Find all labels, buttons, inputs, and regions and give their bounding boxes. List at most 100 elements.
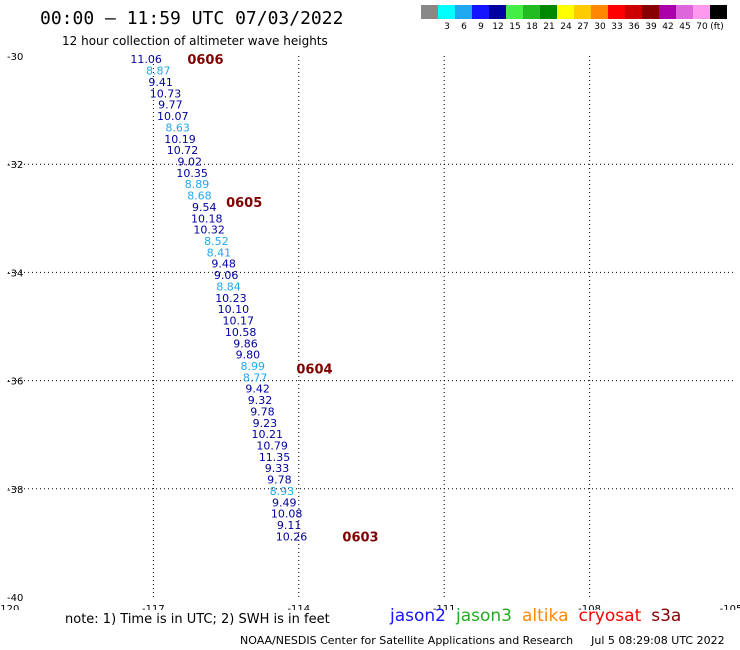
x-axis-ticks: -120 -117 -114 -111 -108 -105	[0, 604, 740, 610]
wave-height-label: 8.52	[204, 235, 229, 248]
wave-height-label: 8.77	[243, 371, 268, 384]
legend-swatch	[455, 5, 472, 19]
legend-swatch	[676, 5, 693, 19]
wave-height-label: 9.54	[192, 201, 217, 214]
wave-height-label: 9.78	[267, 474, 292, 487]
wave-height-label: 10.73	[150, 87, 182, 100]
legend-swatch	[659, 5, 676, 19]
legend-label: 12	[492, 22, 504, 32]
wave-height-label: 9.42	[245, 383, 270, 396]
wave-height-label: 10.26	[276, 530, 308, 543]
wave-height-label: 11.35	[259, 451, 291, 464]
data-labels: 11.068.879.4110.739.7710.078.6310.1910.7…	[130, 53, 307, 543]
legend-swatch	[421, 5, 438, 19]
legend-label: 36	[628, 22, 640, 32]
wave-height-label: 8.63	[165, 121, 190, 134]
x-tick-label: -120	[0, 604, 19, 610]
wave-height-label: 10.07	[157, 110, 189, 123]
legend-label: 70	[696, 22, 708, 32]
satellite-jason2: jason2	[390, 606, 446, 626]
legend-swatch	[557, 5, 574, 19]
wave-height-label: 9.33	[265, 462, 290, 475]
legend-label: 30	[594, 22, 606, 32]
x-tick-label: -105	[720, 604, 740, 610]
wave-height-label: 8.93	[270, 485, 295, 498]
wave-height-label: 9.32	[248, 394, 273, 407]
grid-lines	[8, 56, 735, 597]
time-label: 0603	[342, 530, 378, 545]
legend-label: 6	[461, 22, 467, 32]
y-axis-ticks: -30 -32 -34 -36 -38 -40	[7, 52, 23, 604]
legend-label: 42	[662, 22, 674, 32]
legend-swatch	[608, 5, 625, 19]
wave-height-label: 10.72	[167, 144, 199, 157]
satellite-s3a: s3a	[651, 606, 682, 626]
legend-swatch	[472, 5, 489, 19]
wave-height-label: 9.78	[250, 405, 275, 418]
legend-label: 45	[679, 22, 691, 32]
legend-swatch	[489, 5, 506, 19]
wave-height-label: 9.02	[178, 155, 203, 168]
legend-swatch	[438, 5, 455, 19]
wave-height-plot: -120 -117 -114 -111 -108 -105 -30 -32 -34 -36 -38…	[0, 52, 740, 610]
legend-unit-label: (ft)	[710, 22, 724, 32]
legend-swatch	[540, 5, 557, 19]
x-tick-label: -114	[287, 604, 310, 610]
wave-height-label: 9.06	[214, 269, 239, 282]
chart-title: 00:00 – 11:59 UTC 07/03/2022	[40, 8, 344, 29]
color-scale-legend: 3 6 9 12 15 18 21 24 27 30 33 36 39 42 45 70 (ft)	[421, 5, 731, 35]
legend-swatch	[693, 5, 710, 19]
wave-height-label: 8.87	[146, 65, 171, 78]
legend-swatch	[625, 5, 642, 19]
wave-height-label: 10.17	[222, 315, 254, 328]
wave-height-label: 9.11	[277, 519, 302, 532]
footer-credit: NOAA/NESDIS Center for Satellite Applica…	[240, 634, 725, 647]
time-label: 0606	[187, 53, 223, 68]
wave-height-label: 8.84	[216, 280, 241, 293]
wave-height-label: 8.89	[185, 178, 210, 191]
x-tick-label: -111	[433, 604, 456, 610]
wave-height-label: 9.48	[211, 258, 236, 271]
generated-timestamp: Jul 5 08:29:08 UTC 2022	[591, 634, 725, 647]
legend-swatch	[591, 5, 608, 19]
wave-height-label: 10.18	[191, 212, 223, 225]
wave-height-label: 10.58	[225, 326, 257, 339]
legend-label: 21	[543, 22, 555, 32]
credit-text: NOAA/NESDIS Center for Satellite Applica…	[240, 634, 574, 647]
time-labels: 0606 0605 0604 0603	[187, 53, 378, 545]
wave-height-label: 10.19	[164, 133, 196, 146]
legend-label: 9	[478, 22, 484, 32]
wave-height-label: 9.77	[158, 99, 183, 112]
wave-height-label: 8.68	[187, 190, 212, 203]
satellite-jason3: jason3	[456, 606, 512, 626]
wave-height-label: 9.86	[233, 337, 258, 350]
wave-height-label: 9.80	[236, 349, 261, 362]
y-tick-label: -36	[7, 377, 23, 388]
time-label: 0605	[226, 196, 262, 211]
satellite-legend: jason2 jason3 altika cryosat s3a	[390, 606, 691, 626]
wave-height-label: 10.32	[193, 224, 225, 237]
chart-subtitle: 12 hour collection of altimeter wave hei…	[62, 34, 328, 48]
time-label: 0604	[296, 363, 332, 378]
legend-label: 33	[611, 22, 623, 32]
legend-label: 15	[509, 22, 521, 32]
wave-height-label: 9.23	[253, 417, 278, 430]
legend-swatch	[710, 5, 727, 19]
y-tick-label: -34	[7, 268, 23, 279]
wave-height-label: 10.10	[218, 303, 250, 316]
legend-label: 3	[444, 22, 450, 32]
legend-swatch	[523, 5, 540, 19]
x-tick-label: -117	[142, 604, 165, 610]
y-tick-label: -30	[7, 52, 23, 63]
wave-height-label: 11.06	[130, 53, 162, 66]
legend-label: 27	[577, 22, 589, 32]
wave-height-label: 10.08	[271, 508, 303, 521]
satellite-altika: altika	[522, 606, 569, 626]
units-note: note: 1) Time is in UTC; 2) SWH is in fe…	[65, 612, 330, 627]
wave-height-label: 9.41	[148, 76, 173, 89]
wave-height-label: 10.21	[252, 428, 284, 441]
legend-label: 18	[526, 22, 538, 32]
y-tick-label: -32	[7, 160, 23, 171]
wave-height-label: 10.35	[176, 167, 208, 180]
x-tick-label: -108	[578, 604, 601, 610]
